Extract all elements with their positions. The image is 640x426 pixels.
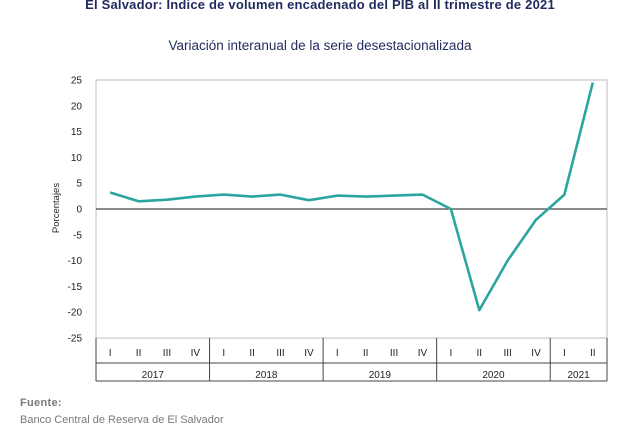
quarter-tick-label: II xyxy=(363,348,369,359)
quarter-tick-label: II xyxy=(136,348,142,359)
quarter-tick-label: III xyxy=(163,348,171,359)
series-layer xyxy=(110,83,593,311)
y-tick-label: 5 xyxy=(76,179,82,190)
y-axis-label: Porcentajes xyxy=(51,183,62,233)
quarter-tick-label: I xyxy=(336,348,339,359)
quarter-tick-label: III xyxy=(276,348,284,359)
year-tick-label: 2020 xyxy=(482,370,505,381)
y-tick-label: 10 xyxy=(71,153,83,164)
year-tick-label: 2018 xyxy=(255,370,278,381)
quarter-tick-label: IV xyxy=(531,348,541,359)
quarter-tick-label: IV xyxy=(191,348,201,359)
quarter-tick-label: I xyxy=(109,348,112,359)
quarter-tick-label: II xyxy=(476,348,482,359)
quarter-tick-label: II xyxy=(249,348,255,359)
quarter-tick-label: I xyxy=(222,348,225,359)
y-tick-label: -20 xyxy=(68,308,83,319)
quarter-tick-label: III xyxy=(390,348,398,359)
quarter-tick-label: III xyxy=(503,348,511,359)
quarter-tick-label: I xyxy=(449,348,452,359)
y-tick-label: 20 xyxy=(71,101,83,112)
year-tick-label: 2021 xyxy=(567,370,590,381)
y-tick-label: 25 xyxy=(71,76,83,87)
source-label: Fuente: xyxy=(20,397,62,409)
plot-frame xyxy=(96,80,607,338)
quarter-tick-label: IV xyxy=(304,348,314,359)
quarter-tick-label: II xyxy=(590,348,596,359)
year-tick-label: 2019 xyxy=(369,370,392,381)
source-text: Banco Central de Reserva de El Salvador xyxy=(20,414,224,426)
y-tick-label: -15 xyxy=(68,282,83,293)
quarter-tick-label: I xyxy=(563,348,566,359)
y-axis-ticks: 25 20 15 10 5 0 -5 -10 -15 -20 -25 xyxy=(68,76,83,345)
quarter-tick-label: IV xyxy=(418,348,428,359)
y-tick-label: 0 xyxy=(76,205,82,216)
y-tick-label: 15 xyxy=(71,127,83,138)
y-tick-label: -25 xyxy=(68,334,83,345)
y-tick-label: -5 xyxy=(73,230,82,241)
year-tick-label: 2017 xyxy=(142,370,165,381)
y-tick-label: -10 xyxy=(68,256,83,267)
series-line xyxy=(110,83,593,311)
